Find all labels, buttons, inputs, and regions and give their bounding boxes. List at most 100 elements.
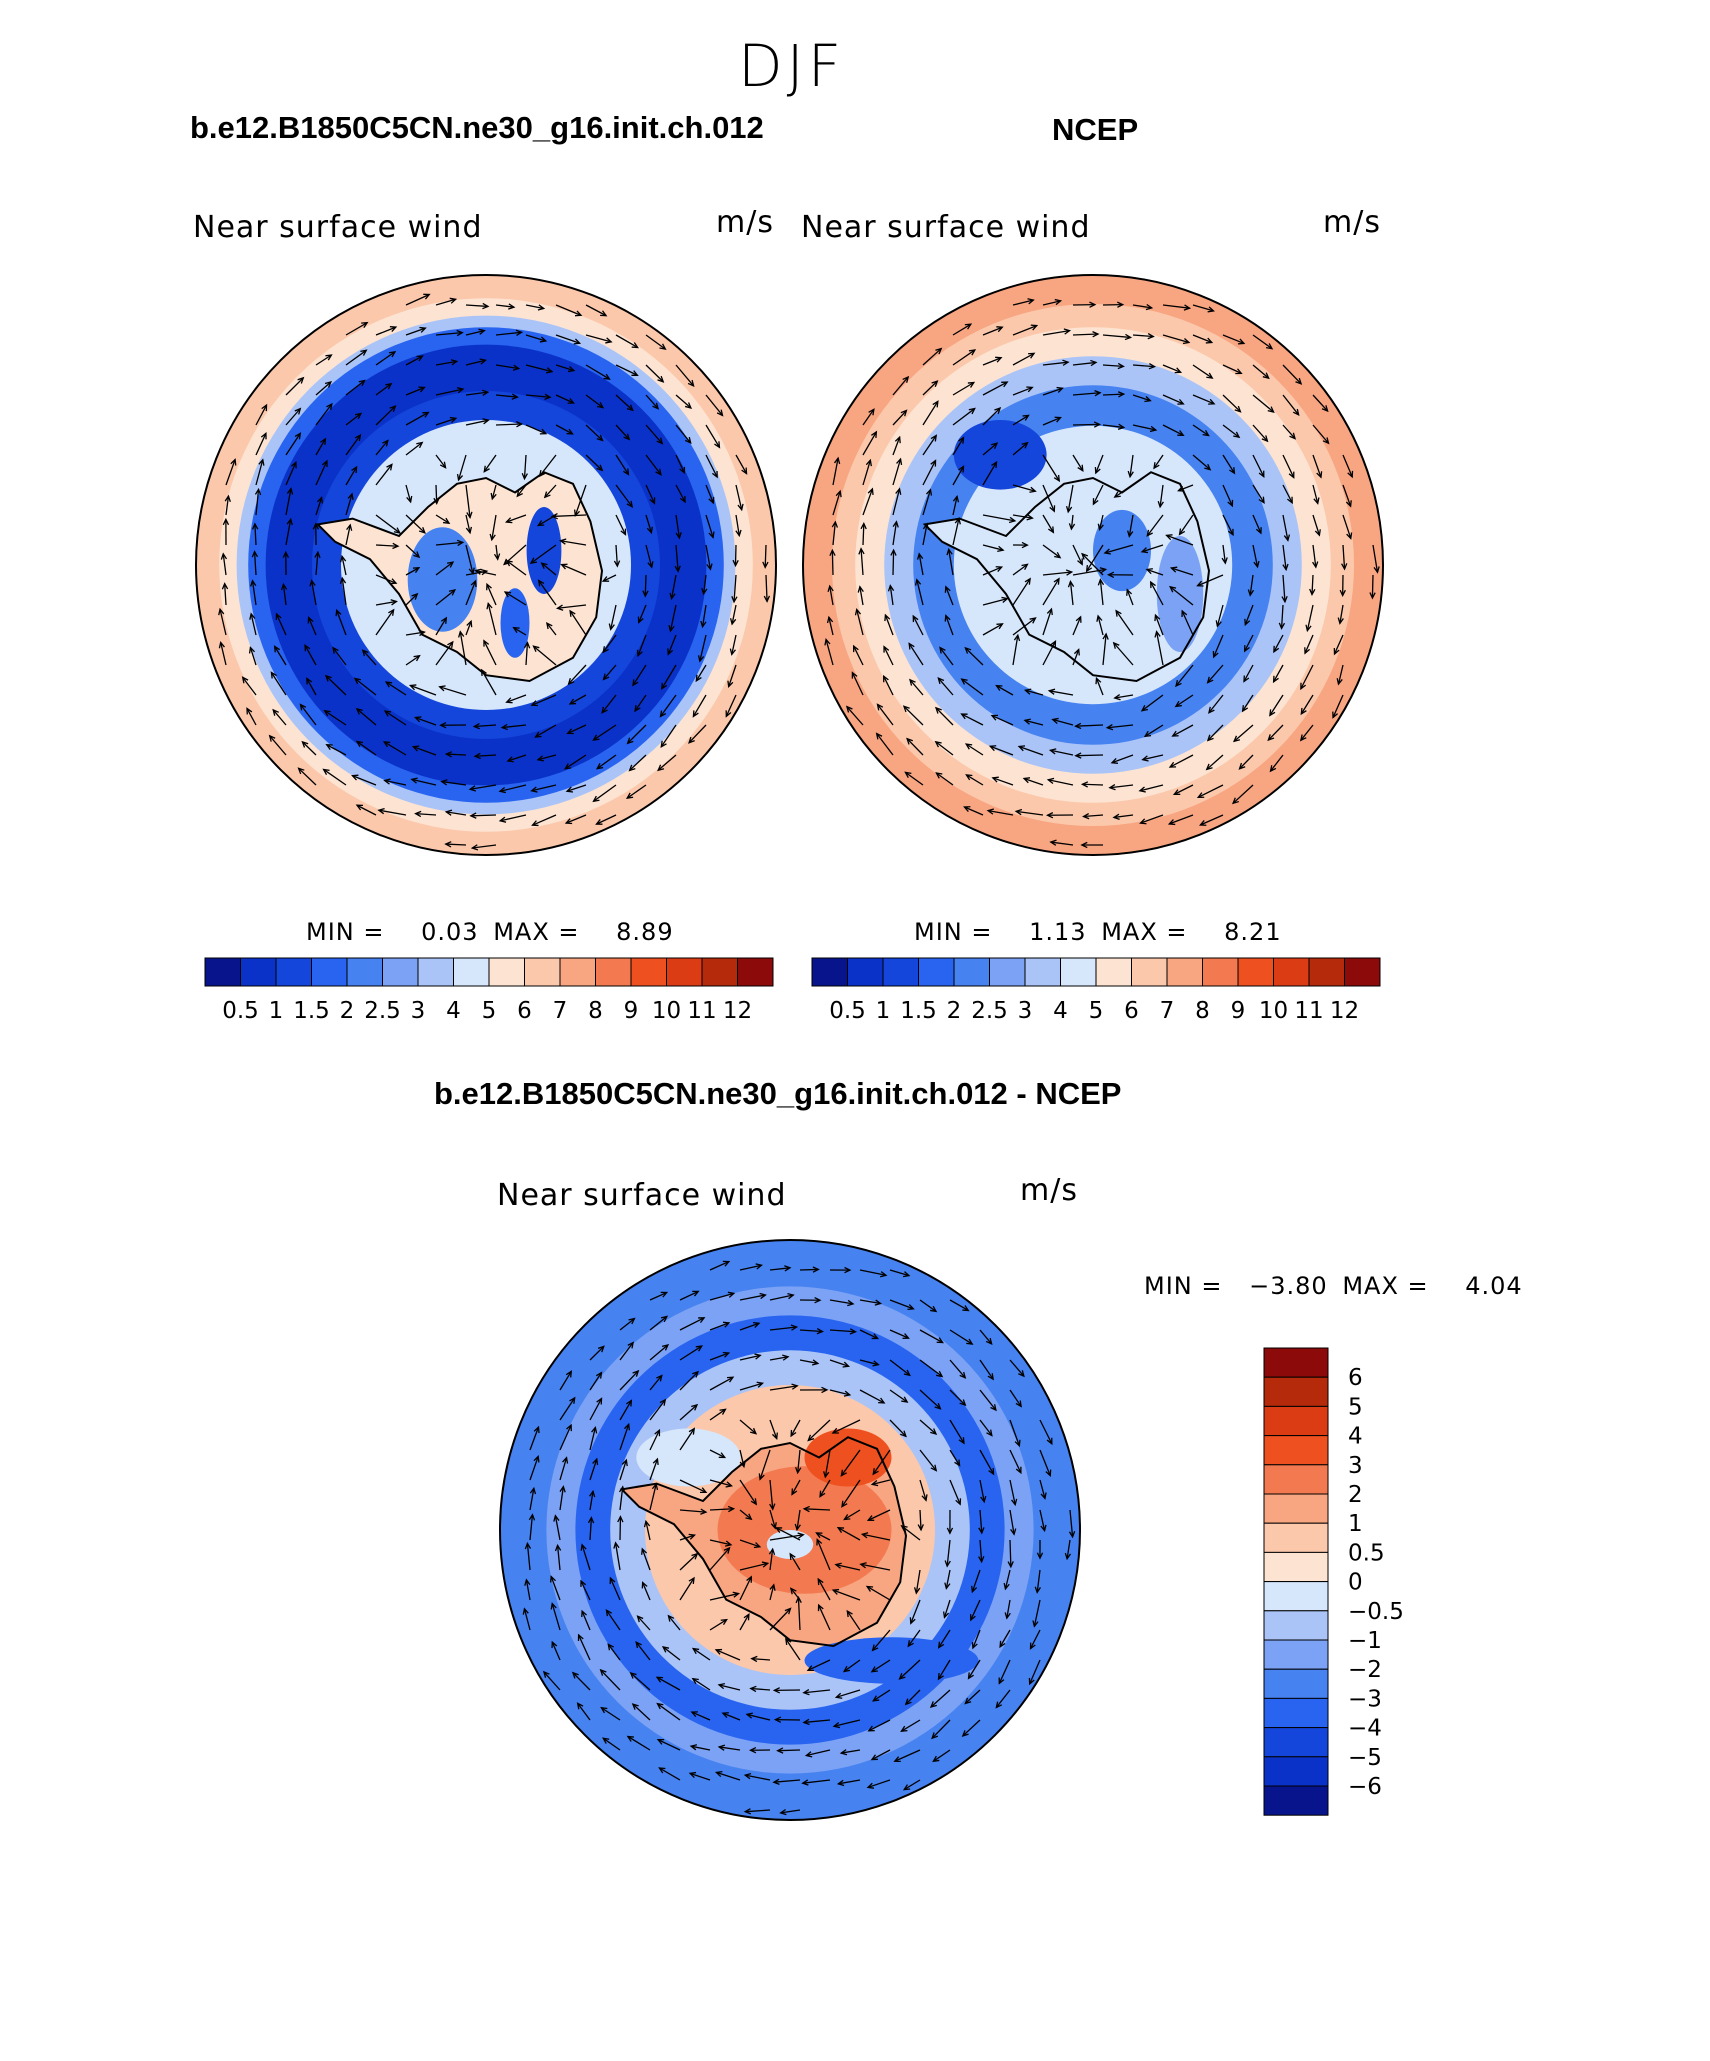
- panel-label-model: Near surface wind: [193, 210, 483, 245]
- contour-band: [526, 507, 562, 594]
- colorbar-swatch: [1263, 1697, 1329, 1729]
- colorbar-swatch: [559, 957, 596, 987]
- colorbar-swatch: [1263, 1376, 1329, 1407]
- colorbar-tick-label: 2: [947, 998, 962, 1024]
- colorbar-difference: 6 5 4 3 2 1 0.5 0 −0.5 −1 −2 −3 −4 −5 −6: [1263, 1347, 1404, 1816]
- colorbar-tick-label: 7: [1160, 998, 1175, 1024]
- stats-model: MIN = 0.03 MAX = 8.89: [306, 918, 674, 946]
- colorbar-tick-label: 4: [446, 998, 461, 1024]
- colorbar-swatch: [1263, 1493, 1329, 1524]
- contour-band: [636, 1428, 741, 1487]
- colorbar-swatch: [847, 957, 884, 987]
- colorbar-tick-label: 6: [1124, 998, 1139, 1024]
- colorbar-swatch: [1131, 957, 1168, 987]
- colorbar-swatch: [346, 957, 383, 987]
- stats-ncep: MIN = 1.13 MAX = 8.21: [914, 918, 1282, 946]
- colorbar-tick-label: −1: [1348, 1628, 1382, 1654]
- colorbar-swatch: [630, 957, 667, 987]
- colorbar-tick-label: 1.5: [900, 998, 937, 1024]
- min-value: 0.03: [421, 918, 479, 946]
- colorbar-swatch: [382, 957, 419, 987]
- colorbar-swatch: [1263, 1405, 1329, 1437]
- colorbar-tick-label: 10: [1259, 998, 1288, 1024]
- panel-label-ncep: Near surface wind: [801, 210, 1091, 245]
- colorbar-swatch: [1263, 1756, 1329, 1787]
- colorbar-tick-label: −3: [1348, 1686, 1382, 1712]
- contour-band: [953, 420, 1047, 490]
- colorbar-swatch: [1237, 957, 1274, 987]
- contour-band: [500, 588, 530, 658]
- colorbar-tick-label: 1: [876, 998, 891, 1024]
- colorbar-tick-label: 8: [1195, 998, 1210, 1024]
- panel-label-difference: Near surface wind: [497, 1178, 787, 1213]
- colorbar-swatch: [989, 957, 1026, 987]
- colorbar-tick-label: 2: [340, 998, 355, 1024]
- wind-vectors: [522, 1260, 1076, 1816]
- colorbar-tick-label: 2.5: [364, 998, 401, 1024]
- panel-units-difference: m/s: [1020, 1173, 1078, 1208]
- min-label: MIN =: [306, 918, 385, 946]
- colorbar-swatch: [311, 957, 348, 987]
- colorbar-swatch: [1263, 1464, 1329, 1495]
- colorbar-swatch: [1263, 1581, 1329, 1612]
- colorbar-swatch: [811, 957, 848, 987]
- colorbar-swatch: [953, 957, 990, 987]
- colorbar-tick-label: 1: [269, 998, 284, 1024]
- colorbar-tick-label: 8: [588, 998, 603, 1024]
- colorbar-swatch: [1095, 957, 1132, 987]
- colorbar-tick-label: 2: [1348, 1482, 1363, 1508]
- colorbar-swatch: [1263, 1668, 1329, 1699]
- colorbar-swatch: [595, 957, 632, 987]
- colorbar-swatch: [666, 957, 703, 987]
- colorbar-swatch: [417, 957, 454, 987]
- colorbar-tick-label: 5: [1348, 1394, 1363, 1420]
- colorbar-swatch: [1024, 957, 1061, 987]
- figure-title: DJF: [738, 32, 846, 100]
- colorbar-swatch: [882, 957, 919, 987]
- stats-difference: MIN = −3.80 MAX = 4.04: [1144, 1272, 1523, 1300]
- colorbar-swatch: [453, 957, 490, 987]
- antarctica-coastline: [315, 471, 604, 683]
- colorbar-tick-label: 3: [1348, 1453, 1363, 1479]
- colorbar-swatch: [1202, 957, 1239, 987]
- colorbar-swatch: [275, 957, 312, 987]
- colorbar-tick-label: −0.5: [1348, 1599, 1404, 1625]
- colorbar-swatch: [1263, 1610, 1329, 1641]
- colorbar-tick-label: 5: [482, 998, 497, 1024]
- colorbar-tick-label: 0.5: [222, 998, 259, 1024]
- colorbar-tick-label: 2.5: [971, 998, 1008, 1024]
- colorbar-swatch: [1263, 1347, 1329, 1378]
- max-value: 4.04: [1465, 1272, 1523, 1300]
- max-value: 8.21: [1224, 918, 1282, 946]
- panel-units-ncep: m/s: [1323, 205, 1381, 240]
- wind-vectors: [218, 293, 771, 851]
- max-label: MAX =: [493, 918, 580, 946]
- colorbar-tick-label: −5: [1348, 1745, 1382, 1771]
- colorbar-tick-label: 0.5: [829, 998, 866, 1024]
- colorbar-swatch: [1273, 957, 1310, 987]
- panel-units-model: m/s: [716, 205, 774, 240]
- colorbar-swatch: [1344, 957, 1381, 987]
- colorbar-swatch: [737, 957, 774, 987]
- colorbar-swatch: [488, 957, 525, 987]
- panel-heading-model: b.e12.B1850C5CN.ne30_g16.init.ch.012: [190, 110, 764, 145]
- colorbar-tick-label: 0.5: [1348, 1540, 1385, 1566]
- colorbar-swatch: [701, 957, 738, 987]
- map-model-wind: [195, 274, 777, 856]
- colorbar-tick-label: 5: [1089, 998, 1104, 1024]
- colorbar-tick-label: 12: [1330, 998, 1359, 1024]
- colorbar-tick-label: 1.5: [293, 998, 330, 1024]
- colorbar-swatch: [918, 957, 955, 987]
- map-boundary: [195, 274, 777, 856]
- colorbar-tick-label: 11: [687, 998, 716, 1024]
- contour-band: [1093, 509, 1151, 592]
- colorbar-swatch: [1308, 957, 1345, 987]
- map-boundary: [499, 1239, 1081, 1821]
- colorbar-swatch: [1263, 1727, 1329, 1758]
- colorbar-swatch: [240, 957, 277, 987]
- antarctica-coastline: [619, 1436, 908, 1648]
- colorbar-swatch: [204, 957, 241, 987]
- colorbar-tick-label: −6: [1348, 1774, 1382, 1800]
- colorbar-swatch: [1166, 957, 1203, 987]
- map-boundary: [802, 274, 1384, 856]
